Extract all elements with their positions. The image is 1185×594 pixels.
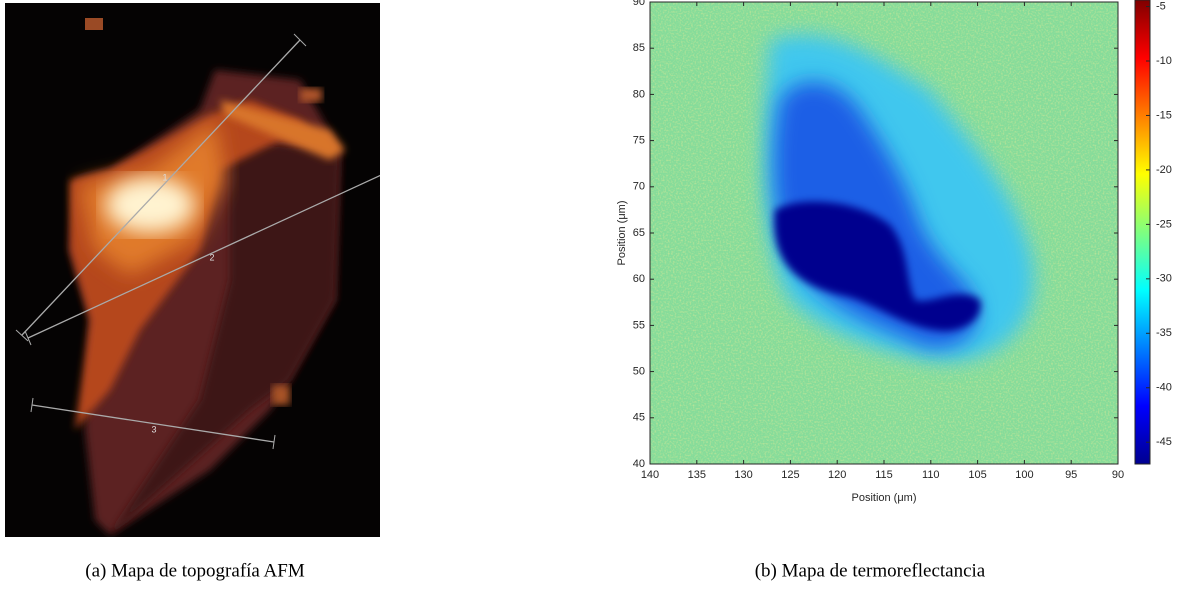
y-tick-label: 50 xyxy=(633,366,645,378)
colorbar-tick-label: -30 xyxy=(1156,273,1172,285)
colorbar-tick-label: -45 xyxy=(1156,436,1172,448)
colorbar xyxy=(1134,0,1151,465)
x-tick-label: 95 xyxy=(1065,469,1077,481)
x-axis-label: Position (μm) xyxy=(851,492,916,504)
y-tick-label: 60 xyxy=(633,273,645,285)
y-tick-label: 65 xyxy=(633,227,645,239)
y-tick-label: 85 xyxy=(633,42,645,54)
caption: (a) Mapa de topografía AFM xyxy=(85,560,305,581)
colorbar-tick-label: -20 xyxy=(1156,164,1172,176)
y-tick-label: 40 xyxy=(633,458,645,470)
profile-label: 2 xyxy=(209,252,214,262)
y-tick-label: 55 xyxy=(633,319,645,331)
x-tick-label: 125 xyxy=(781,469,799,481)
x-tick-label: 120 xyxy=(828,469,846,481)
colorbar-tick-label: -10 xyxy=(1156,55,1172,67)
x-tick-label: 100 xyxy=(1015,469,1033,481)
x-tick-label: 115 xyxy=(875,469,893,481)
y-tick-label: 70 xyxy=(633,181,645,193)
y-axis-label: Position (μm) xyxy=(616,200,628,265)
x-tick-label: 110 xyxy=(922,469,940,481)
colorbar-tick-label: -25 xyxy=(1156,218,1172,230)
profile-label: 1 xyxy=(162,172,167,182)
x-tick-label: 140 xyxy=(641,469,659,481)
colorbar-tick-label: -35 xyxy=(1156,327,1172,339)
afm-image: 1 2 3 xyxy=(5,3,380,537)
x-tick-label: 105 xyxy=(968,469,986,481)
colorbar-tick-label: -40 xyxy=(1156,382,1172,394)
profile-label: 3 xyxy=(151,424,156,434)
colorbar-tick-label: -5 xyxy=(1156,0,1166,12)
caption: (b) Mapa de termoreflectancia xyxy=(755,560,986,581)
y-tick-label: 80 xyxy=(633,88,645,100)
y-tick-label: 90 xyxy=(633,0,645,8)
x-tick-label: 135 xyxy=(688,469,706,481)
colorbar-tick-label: -15 xyxy=(1156,109,1172,121)
x-tick-label: 130 xyxy=(734,469,752,481)
y-tick-label: 75 xyxy=(633,135,645,147)
x-tick-label: 90 xyxy=(1112,469,1124,481)
y-tick-label: 45 xyxy=(633,412,645,424)
heatmap-image xyxy=(650,2,1118,464)
